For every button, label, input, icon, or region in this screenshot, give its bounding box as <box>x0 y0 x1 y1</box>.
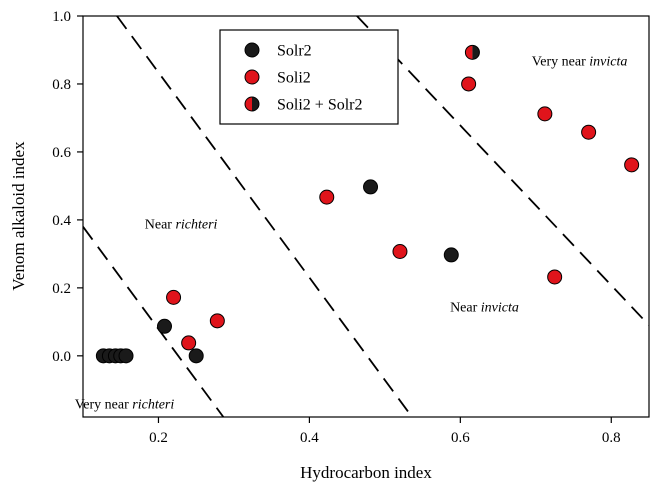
region-label-prefix: Near <box>145 217 176 232</box>
data-point <box>363 179 379 195</box>
legend: Solr2 Soli2 Soli2 + Solr2 <box>219 29 399 125</box>
data-point <box>624 157 640 173</box>
region-label: Near invicta <box>450 301 519 316</box>
data-point <box>157 318 173 334</box>
data-point <box>118 348 134 364</box>
plot-frame <box>82 15 650 418</box>
region-label: Near richteri <box>145 217 218 232</box>
region-label-prefix: Near <box>450 301 481 316</box>
region-label-taxon: invicta <box>589 54 627 69</box>
legend-label: Soli2 <box>277 70 311 87</box>
y-tick-label: 0.4 <box>52 213 71 229</box>
boundary-line <box>356 16 649 326</box>
legend-marker <box>244 69 260 85</box>
y-axis-title: Venom alkaloid index <box>9 141 28 291</box>
x-tick-label: 0.2 <box>149 430 168 446</box>
data-points <box>95 44 640 364</box>
x-tick-label: 0.4 <box>300 430 319 446</box>
data-point <box>547 269 563 285</box>
region-label-prefix: Very near <box>532 54 590 69</box>
data-point <box>319 189 335 205</box>
legend-label: Solr2 <box>277 43 312 60</box>
y-tick-label: 0.0 <box>52 349 71 365</box>
boundary-line <box>116 16 413 417</box>
data-point <box>443 247 459 263</box>
data-point <box>537 106 553 122</box>
y-axis: 0.0 0.2 0.4 0.6 0.8 1.0 <box>52 9 83 365</box>
region-label: Very near invicta <box>532 54 628 69</box>
data-point <box>181 335 197 351</box>
data-point <box>209 313 225 329</box>
x-axis-title: Hydrocarbon index <box>300 463 432 482</box>
legend-label: Soli2 + Solr2 <box>277 97 362 114</box>
y-tick-label: 0.2 <box>52 281 71 297</box>
region-label-prefix: Very near <box>75 398 133 413</box>
region-label-taxon: richteri <box>132 398 174 413</box>
region-label: Very near richteri <box>75 398 175 413</box>
data-point <box>581 124 597 140</box>
boundary-line <box>83 226 225 417</box>
region-label-taxon: richteri <box>175 217 217 232</box>
region-label-taxon: invicta <box>481 301 519 316</box>
x-tick-label: 0.8 <box>602 430 621 446</box>
boundary-lines <box>83 16 649 417</box>
y-tick-label: 0.6 <box>52 145 71 161</box>
x-axis: 0.2 0.4 0.6 0.8 <box>149 417 621 446</box>
y-tick-label: 1.0 <box>52 9 71 25</box>
x-tick-label: 0.6 <box>451 430 470 446</box>
data-point <box>464 44 480 60</box>
data-point <box>166 289 182 305</box>
data-point <box>188 348 204 364</box>
data-point <box>392 244 408 260</box>
legend-marker <box>244 96 260 112</box>
data-point <box>461 76 477 92</box>
legend-marker <box>244 42 260 58</box>
y-tick-label: 0.8 <box>52 77 71 93</box>
